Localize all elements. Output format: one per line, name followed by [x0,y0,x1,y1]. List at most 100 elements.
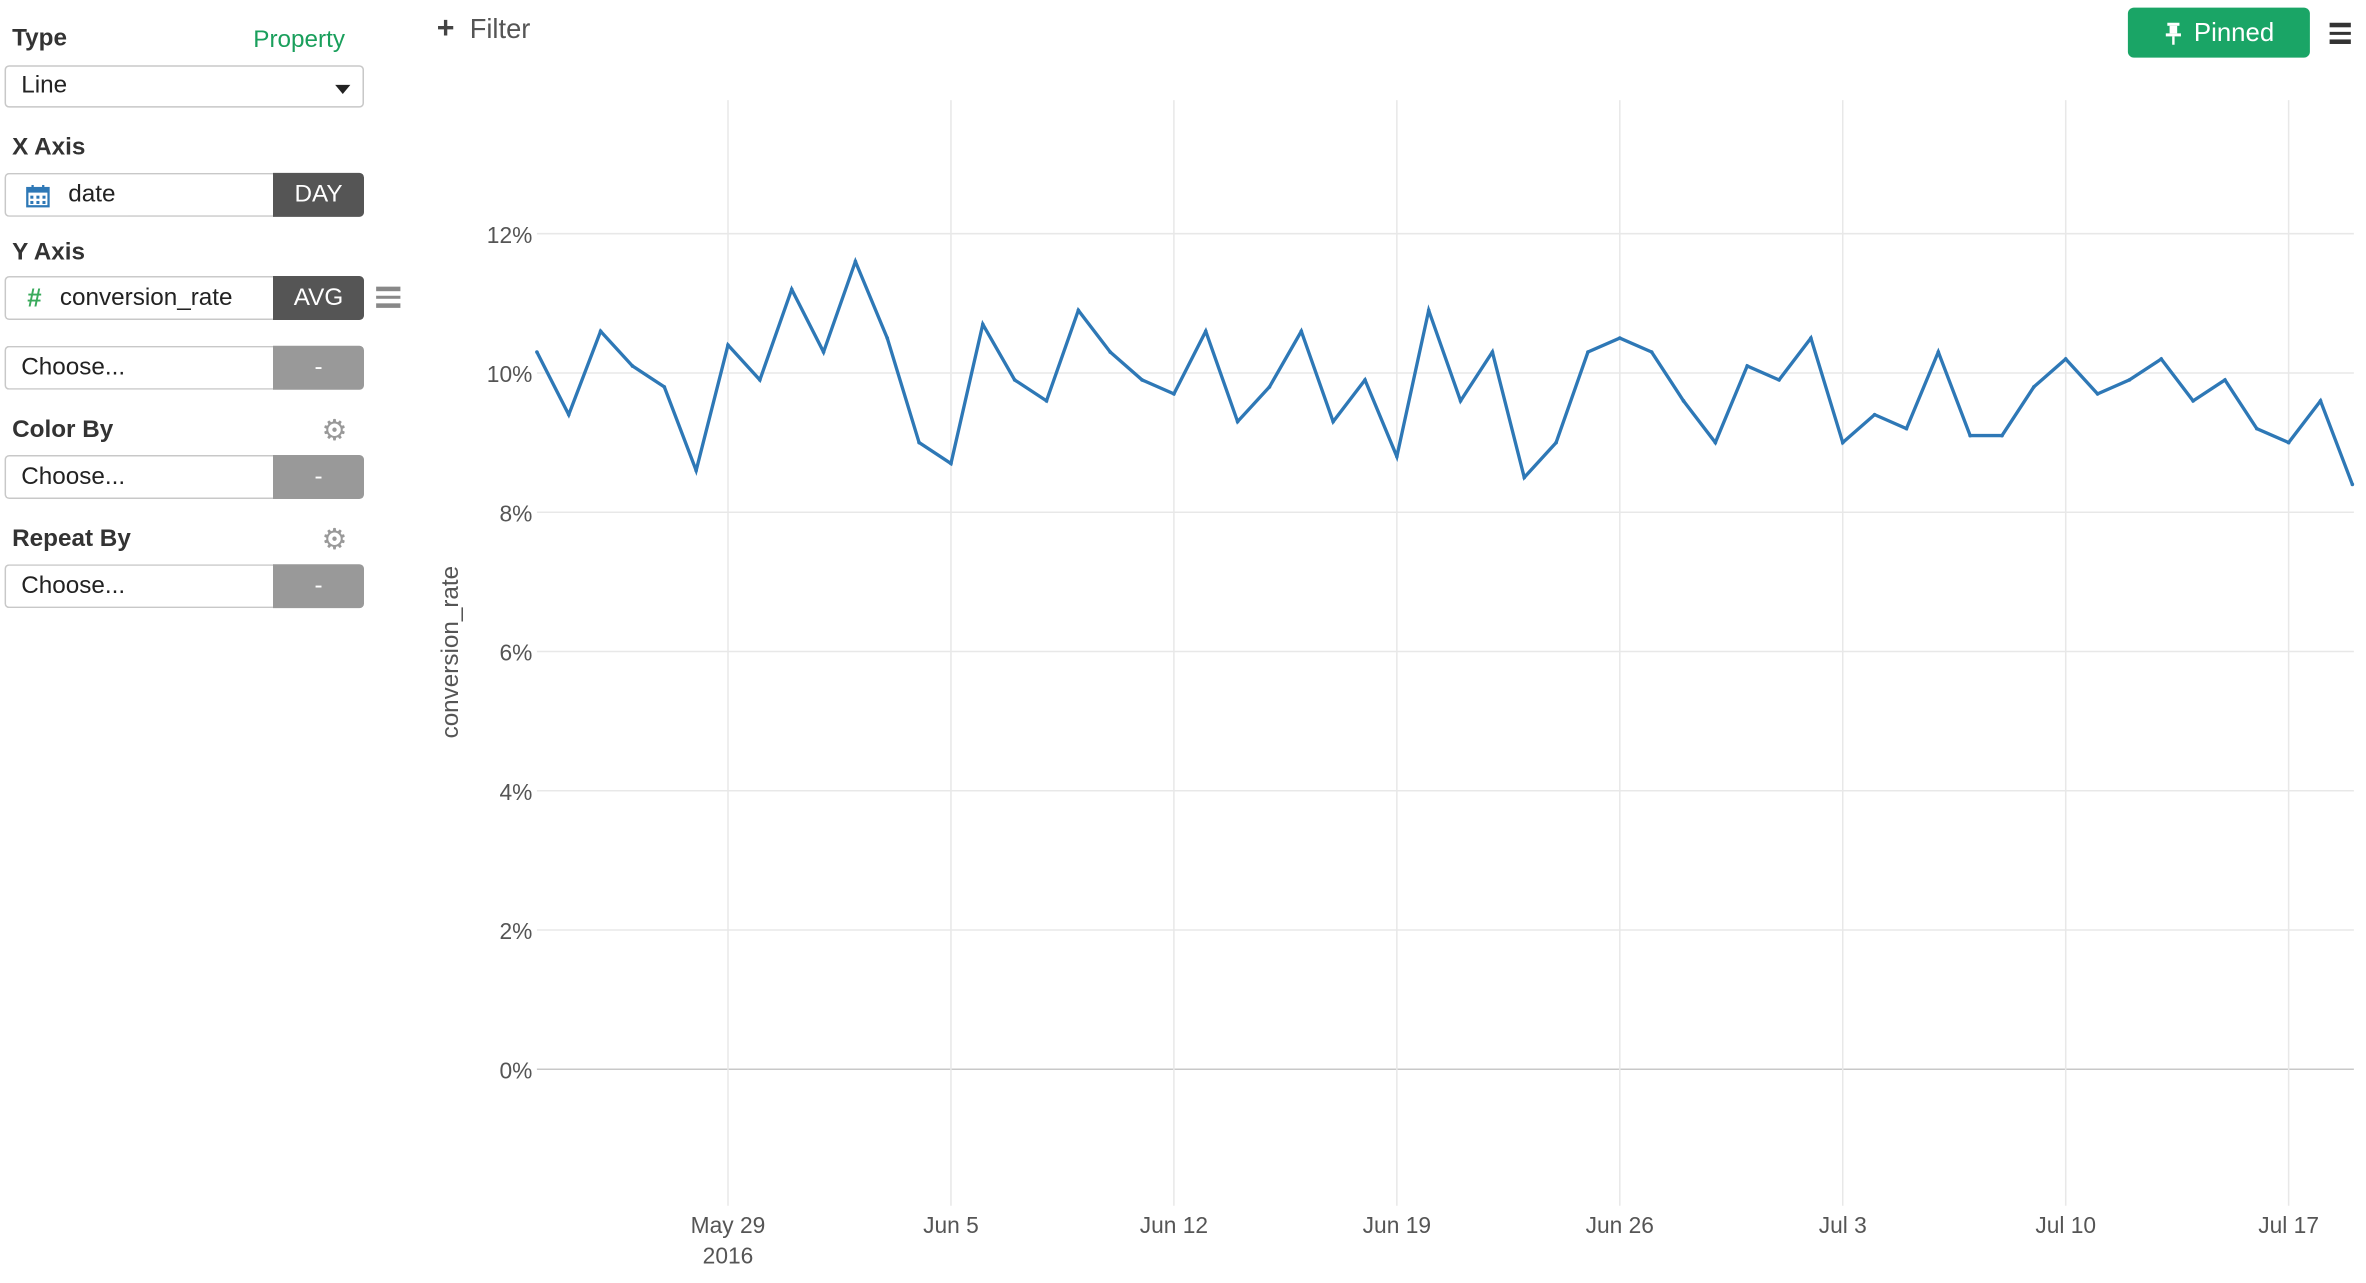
x-axis-field[interactable]: date [4,172,275,217]
repeat-by-placeholder: Choose... [21,572,126,599]
data-point [662,385,667,389]
plus-icon: + [436,12,455,46]
data-point [1299,329,1304,334]
data-point [1554,440,1558,445]
y-axis-extra-placeholder: Choose... [21,354,126,380]
data-point [1172,392,1176,396]
data-point [2127,378,2132,382]
data-point [758,378,762,382]
data-point [2254,426,2259,431]
data-points [535,259,2355,487]
main-menu-icon[interactable] [2329,18,2351,48]
y-axis-extra-field[interactable]: Choose... [4,345,275,390]
data-point [1076,308,1081,313]
x-tick-label: Jul 3 [1819,1212,1867,1238]
data-point [2191,399,2195,403]
filter-label: Filter [469,13,531,44]
y-axis-aggregation-button[interactable]: AVG [273,276,365,321]
data-point [1108,350,1113,354]
chart-grid [536,100,2354,1206]
data-point [1904,426,1909,431]
data-point [1490,350,1495,354]
data-point [726,343,730,347]
data-point [1012,378,1017,382]
y-tick-label: 0% [499,1057,532,1083]
data-point [917,440,921,445]
x-tick-label: Jun 26 [1586,1212,1654,1238]
data-point [1681,399,1686,403]
data-point [980,322,985,327]
type-label: Type [12,25,67,52]
x-tick-labels: May 29 2016 Jun 5 Jun 12 Jun 19 Jun 26 Jul 3 Ju… [691,1212,2319,1268]
color-by-placeholder: Choose... [21,463,126,490]
data-point [1809,336,1813,340]
data-point [2032,385,2036,389]
data-point [1203,329,1208,334]
x-tick-label: May 29 [691,1212,766,1238]
hash-icon: # [27,282,42,312]
data-point [1745,364,1750,368]
x-tick-label: Jun 12 [1140,1212,1208,1238]
color-by-gear-icon[interactable]: ⚙ [321,415,348,448]
filter-button[interactable]: + Filter [437,12,531,47]
data-point [1968,433,1972,438]
repeat-by-label: Repeat By [12,526,131,553]
data-point [1936,350,1941,354]
x-tick-label: Jul 10 [2035,1212,2096,1238]
data-point [2350,482,2355,487]
y-axis-extra-aggregation-button[interactable]: - [273,345,365,390]
data-point [2318,399,2323,403]
data-point [1140,378,1144,382]
x-tick-year-label: 2016 [703,1242,754,1268]
data-point [2159,357,2164,361]
color-by-field[interactable]: Choose... [4,455,275,499]
repeat-by-aggregation-button[interactable]: - [273,564,365,609]
data-point [1840,440,1845,445]
y-tick-label: 4% [499,779,532,805]
pinned-label: Pinned [2193,17,2275,47]
chart-type-value: Line [21,72,68,99]
y-tick-label: 6% [499,640,532,666]
y-tick-label: 12% [487,222,533,248]
data-point [1363,378,1367,382]
chart-type-select[interactable]: Line [4,65,365,108]
y-tick-label: 8% [499,500,532,526]
data-point [853,259,858,264]
data-point [566,412,571,417]
data-point [1872,412,1877,417]
repeat-by-gear-icon[interactable]: ⚙ [321,524,348,557]
calendar-icon [26,184,50,207]
data-point [1044,399,1049,403]
pin-icon [2165,21,2181,44]
y-axis-field-name: conversion_rate [59,284,233,311]
y-axis-menu-icon[interactable] [376,282,401,312]
x-axis-aggregation-button[interactable]: DAY [273,172,365,217]
pinned-button[interactable]: Pinned [2127,7,2310,58]
y-axis-title: conversion_rate [437,566,464,739]
data-point [1713,440,1718,445]
data-point [1617,336,1622,340]
data-point [885,336,890,340]
data-point [949,461,953,466]
data-point [1331,419,1335,424]
data-point [2286,440,2291,445]
data-point [1395,454,1399,459]
data-point [1777,378,1781,382]
caret-down-icon [335,84,351,95]
data-point [2063,357,2068,361]
data-point [630,364,635,368]
y-tick-label: 10% [487,361,533,387]
data-point [1235,419,1240,424]
y-tick-labels: 12% 10% 8% 6% 4% 2% 0% [487,222,533,1084]
data-point [2223,378,2227,382]
data-point [1649,350,1654,354]
data-point [598,329,603,334]
property-link[interactable]: Property [253,27,345,54]
color-by-label: Color By [12,417,114,443]
y-axis-field[interactable]: # conversion_rate [4,276,275,321]
color-by-aggregation-button[interactable]: - [273,455,365,499]
data-point [1426,308,1431,313]
repeat-by-field[interactable]: Choose... [4,564,275,609]
